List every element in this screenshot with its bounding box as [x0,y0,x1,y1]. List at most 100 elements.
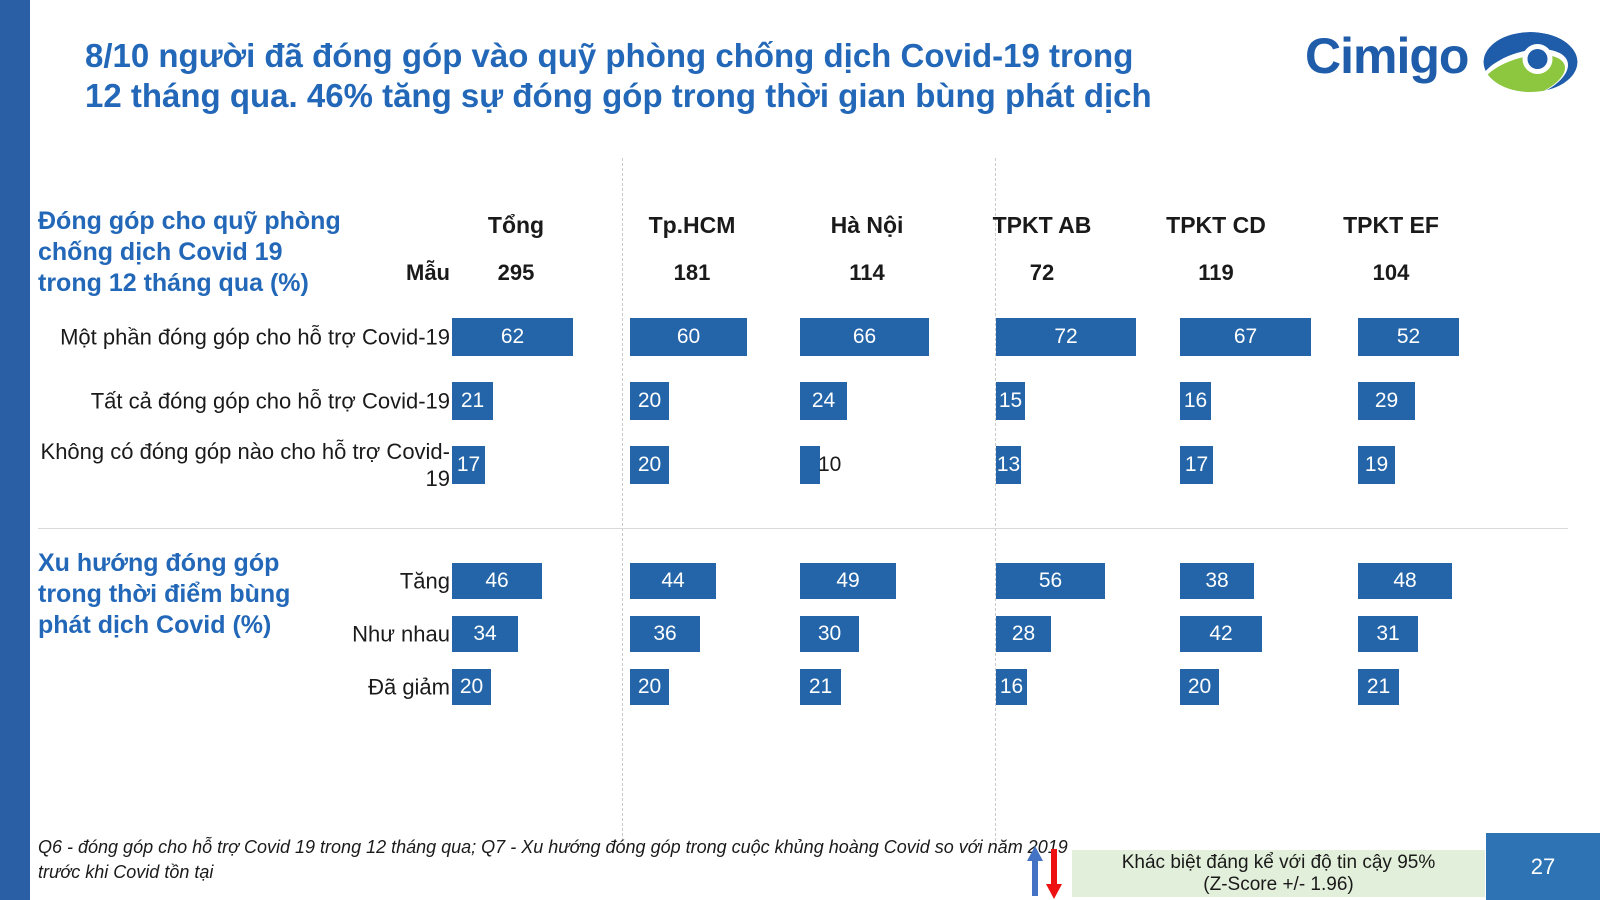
bar-value: 52 [1396,325,1421,348]
bar: 38 [1180,563,1254,599]
bar: 36 [630,616,700,652]
bar-value: 15 [998,389,1023,412]
bar-value: 42 [1209,622,1233,645]
cimigo-eye-icon [1483,32,1578,92]
bar: 16 [996,669,1027,705]
column-sample-size: 114 [849,260,885,285]
bar-value: 48 [1393,569,1417,592]
bar: 13 [996,446,1021,484]
row-label: Tăng [399,568,450,594]
bar: 20 [630,382,669,420]
footnote-line-1: Q6 - đóng góp cho hỗ trợ Covid 19 trong … [38,837,1068,857]
bar-value: 20 [459,675,484,698]
bar: 56 [996,563,1105,599]
column-sample-size: 295 [497,260,535,285]
left-accent-strip [0,0,30,900]
bar-value: 24 [811,389,836,412]
bar: 21 [1358,669,1399,705]
bar-value: 49 [836,569,860,592]
bar-value: 17 [1184,453,1209,476]
bar-value: 36 [653,622,677,645]
bar-value: 16 [1183,389,1208,412]
bar: 21 [800,669,841,705]
bar: 24 [800,382,847,420]
bar: 72 [996,318,1136,356]
bar-value: 38 [1205,569,1229,592]
bar [800,446,820,484]
bar: 44 [630,563,716,599]
column-sample-size: 72 [1029,260,1055,285]
bar: 66 [800,318,929,356]
bar-value: 17 [456,453,481,476]
bar: 17 [1180,446,1213,484]
column-divider [995,158,996,846]
column-header: Tổng [487,212,545,238]
legend-line-1: Khác biệt đáng kể với độ tin cậy 95% [1121,851,1436,873]
bar-value: 31 [1376,622,1400,645]
column-header: TPKT AB [992,212,1092,238]
down-arrow-icon [1046,849,1062,899]
column-header: TPKT CD [1166,212,1266,238]
bar-value: 21 [808,675,833,698]
slide-title-line-1: 8/10 người đã đóng góp vào quỹ phòng chố… [85,37,1134,74]
cimigo-wordmark: Cimigo [1305,28,1469,84]
bar: 16 [1180,382,1211,420]
column-header: Tp.HCM [648,212,736,238]
footnote: Q6 - đóng góp cho hỗ trợ Covid 19 trong … [38,835,1068,885]
bar-value: 28 [1011,622,1036,645]
bar-value: 46 [485,569,509,592]
bar: 20 [452,669,491,705]
bar-value: 56 [1038,569,1063,592]
row-label: Đã giảm [368,674,450,700]
bar: 48 [1358,563,1452,599]
column-divider [622,158,623,846]
page-number-badge: 27 [1486,833,1600,900]
bar-value: 30 [817,622,842,645]
bar-value: 19 [1364,453,1389,476]
bar: 60 [630,318,747,356]
bar-value: 20 [1187,675,1212,698]
bar-value: 62 [500,325,525,348]
bar: 62 [452,318,573,356]
legend-line-2: (Z-Score +/- 1.96) [1203,873,1354,895]
slide-title: 8/10 người đã đóng góp vào quỹ phòng chố… [85,36,1152,116]
bar-value: 21 [460,389,485,412]
significance-legend: Khác biệt đáng kể với độ tin cậy 95% (Z-… [1072,850,1485,897]
footnote-line-2: trước khi Covid tồn tại [38,862,214,882]
bar: 20 [630,669,669,705]
bar-value: 10 [818,453,842,476]
section-title: Đóng góp cho quỹ phòng chống dịch Covid 1… [38,207,341,297]
column-sample-size: 104 [1372,260,1410,285]
bar-value: 20 [637,389,662,412]
column-sample-size: 181 [673,260,711,285]
bar: 28 [996,616,1051,652]
bar: 42 [1180,616,1262,652]
bar: 34 [452,616,518,652]
bar-value: 60 [676,325,701,348]
bar: 29 [1358,382,1415,420]
slide-title-line-2: 12 tháng qua. 46% tăng sự đóng góp trong… [85,77,1152,114]
row-label: Như nhau [352,621,450,647]
bar-value: 66 [852,325,877,348]
bar-value: 72 [1054,325,1078,348]
sample-row-label: Mẫu [406,260,450,285]
row-label: Tất cả đóng góp cho hỗ trợ Covid-19 [90,388,450,414]
bar-value: 20 [637,453,662,476]
bar: 31 [1358,616,1418,652]
section-divider [38,528,1568,529]
row-label: Một phần đóng góp cho hỗ trợ Covid-19 [60,324,450,350]
bar: 67 [1180,318,1311,356]
bar: 15 [996,382,1025,420]
row-label: Không có đóng góp nào cho hỗ trợ Covid-1… [40,439,450,491]
bar-value: 67 [1233,325,1258,348]
bar: 20 [1180,669,1219,705]
bar: 17 [452,446,485,484]
up-arrow-icon [1027,846,1043,896]
column-header: TPKT EF [1343,212,1439,238]
bar: 19 [1358,446,1395,484]
bar: 20 [630,446,669,484]
section-title: Xu hướng đóng góp trong thời điểm bùng phá… [38,549,291,639]
bar: 30 [800,616,859,652]
bar-value: 29 [1374,389,1399,412]
